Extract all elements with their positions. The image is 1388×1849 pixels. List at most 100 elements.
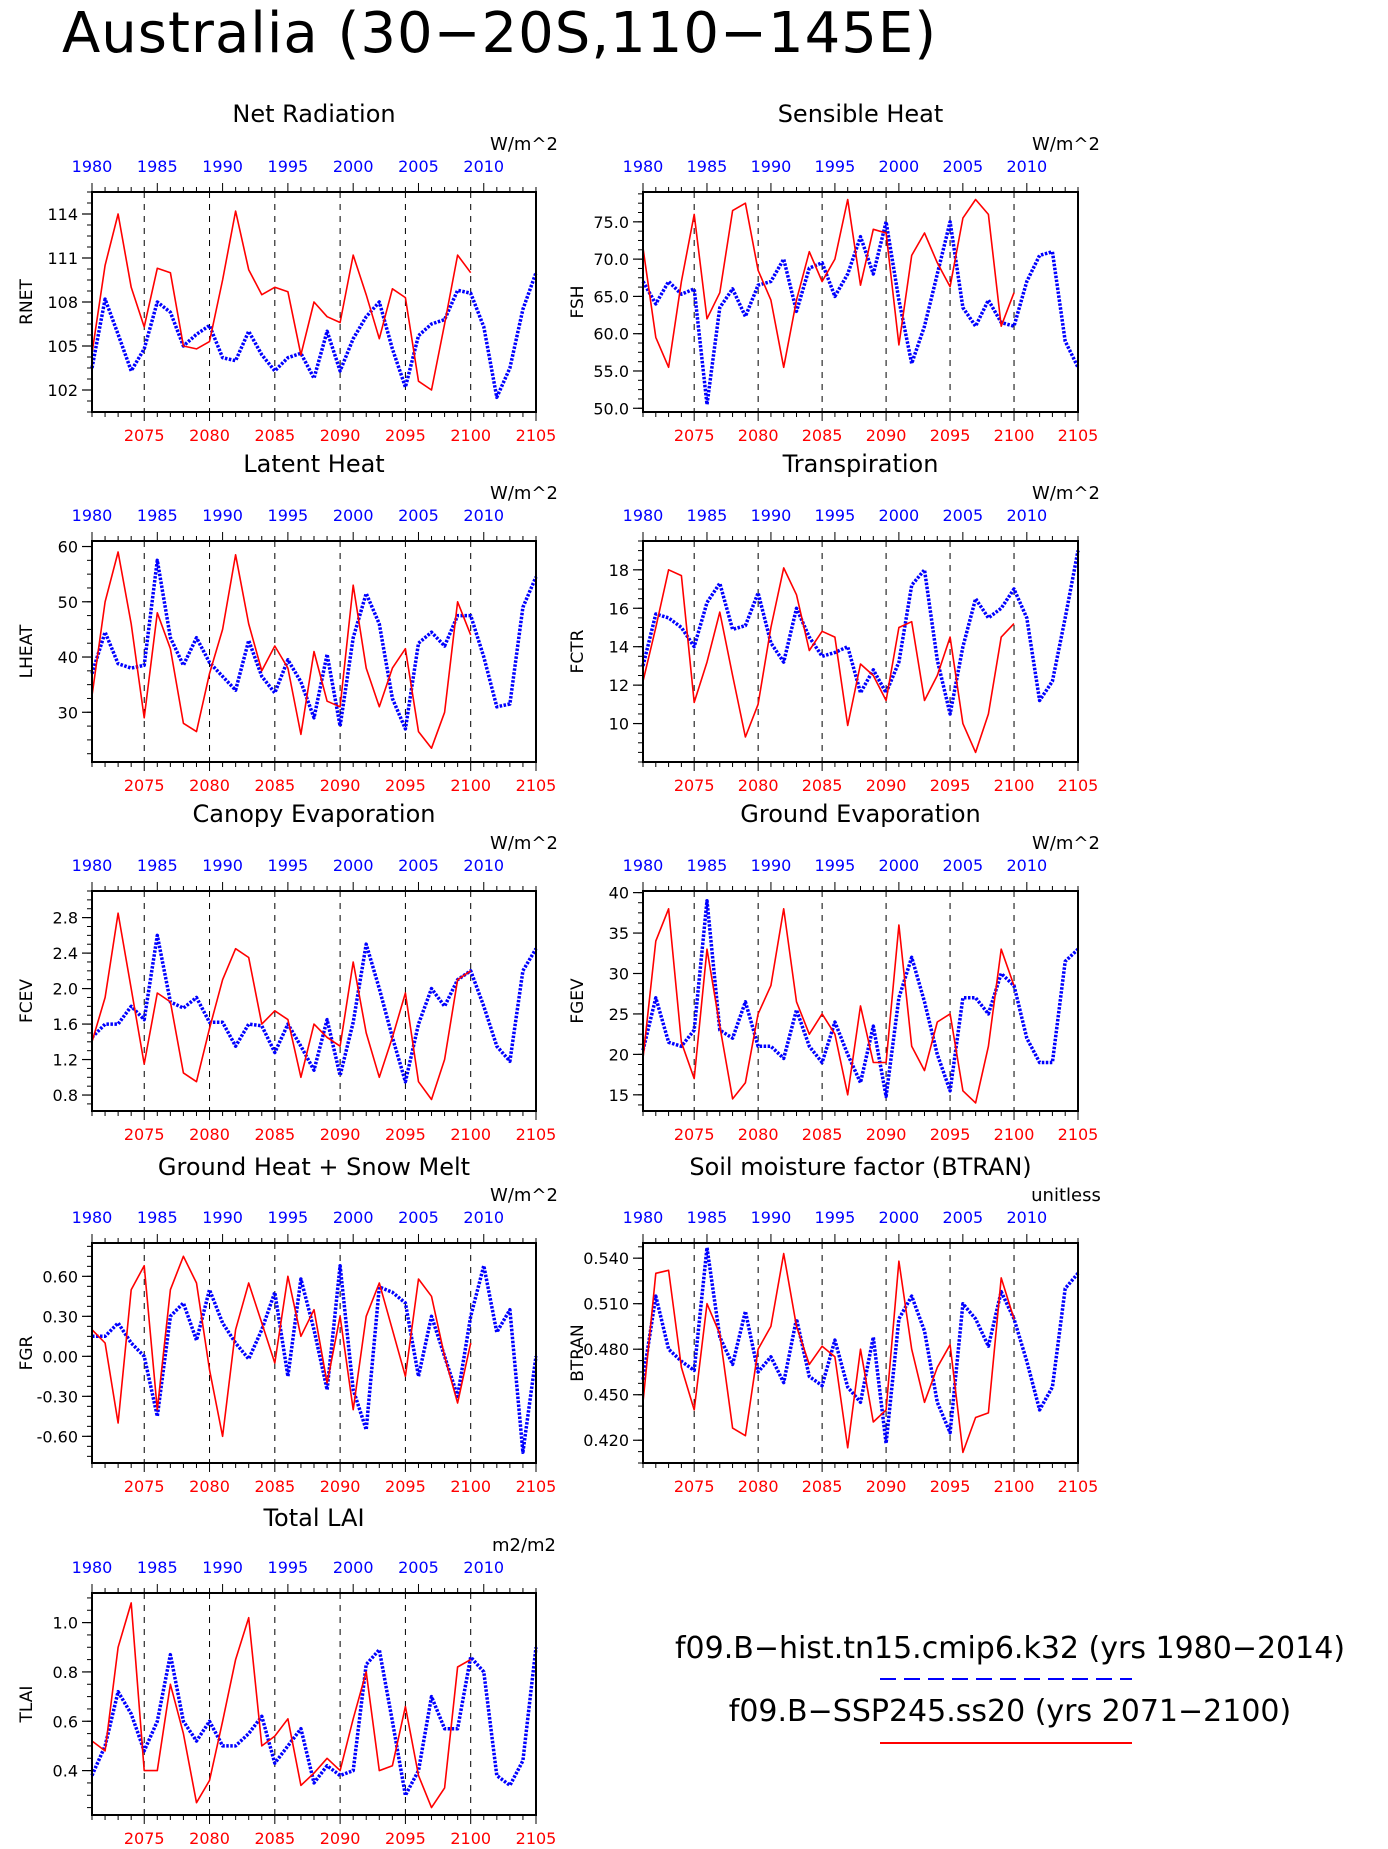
x-tick-label-bottom: 2085 [802,1477,843,1496]
x-tick-label-bottom: 2095 [385,426,426,445]
y-tick-label: 20 [609,1045,629,1064]
x-tick-label-bottom: 2105 [1058,1125,1099,1144]
units-label: unitless [1031,1185,1101,1206]
x-tick-label-top: 1980 [72,506,113,525]
x-tick-label-top: 2000 [879,856,920,875]
y-tick-label: 55.0 [593,362,629,381]
x-tick-label-top: 2005 [398,1208,439,1227]
x-tick-label-bottom: 2090 [866,426,907,445]
x-tick-label-bottom: 2095 [385,1829,426,1848]
x-tick-label-bottom: 2075 [124,1829,165,1848]
figure-title: Australia (30−20S,110−145E) [62,1,937,66]
x-tick-label-bottom: 2085 [802,776,843,795]
x-tick-label-top: 1980 [623,1208,664,1227]
y-tick-label: 0.8 [53,1086,78,1105]
x-tick-label-top: 2010 [1006,856,1047,875]
units-label: W/m^2 [1032,134,1100,155]
x-tick-label-top: 2005 [942,856,983,875]
x-tick-label-top: 1985 [687,506,728,525]
x-tick-label-bottom: 2080 [738,426,779,445]
panel-title: Net Radiation [232,100,395,128]
x-tick-label-bottom: 2095 [930,1477,971,1496]
y-tick-label: 0.420 [583,1431,629,1450]
chart-panel-2: Sensible Heat W/m^2 2075 2080 2085 2090 2095 21… [568,100,1100,445]
y-tick-label: 30 [58,703,78,722]
series-line-hist [90,933,538,1084]
series-line-future [91,912,472,1101]
y-tick-label: 0.60 [42,1267,78,1286]
y-axis-label: TLAI [17,1686,37,1724]
x-tick-label-bottom: 2080 [189,1125,230,1144]
chart-panel-1: Net Radiation W/m^2 2075 2080 2085 2090 2095 21… [17,100,558,445]
x-tick-label-top: 1985 [687,1208,728,1227]
y-tick-label: 50.0 [593,399,629,418]
y-tick-label: 111 [47,249,78,268]
x-tick-label-top: 1980 [623,506,664,525]
x-tick-label-top: 2005 [942,157,983,176]
x-tick-label-bottom: 2080 [738,776,779,795]
x-tick-label-bottom: 2095 [930,1125,971,1144]
x-tick-label-bottom: 2085 [254,1829,295,1848]
x-tick-label-top: 1995 [268,1208,309,1227]
x-tick-label-bottom: 2090 [320,1477,361,1496]
y-tick-label: 14 [609,638,629,657]
y-tick-label: 102 [47,381,78,400]
series-line-hist [641,1245,1080,1446]
chart-panel-4: Transpiration W/m^2 2075 2080 2085 2090 2095 21… [568,450,1100,795]
y-tick-label: 0.00 [42,1347,78,1366]
plot-frame [642,540,1079,763]
y-tick-label: 2.0 [53,980,78,999]
x-tick-label-bottom: 2075 [674,776,715,795]
series-line-future [91,551,472,750]
y-tick-label: 18 [609,561,629,580]
plot-frame [642,191,1079,413]
series-line-future [642,907,1015,1104]
x-tick-label-bottom: 2105 [1058,1477,1099,1496]
x-tick-label-bottom: 2075 [124,776,165,795]
series-line-hist [92,1263,538,1455]
y-tick-label: 0.480 [583,1340,629,1359]
x-tick-label-bottom: 2090 [866,1125,907,1144]
y-tick-label: 0.30 [42,1307,78,1326]
plot-frame [91,191,537,413]
x-tick-label-top: 1995 [268,157,309,176]
x-tick-label-top: 2010 [463,506,504,525]
x-tick-label-bottom: 2080 [738,1477,779,1496]
x-tick-label-bottom: 2100 [450,1829,491,1848]
x-tick-label-bottom: 2090 [866,776,907,795]
x-tick-label-bottom: 2095 [930,776,971,795]
panel-title: Sensible Heat [778,100,944,128]
y-axis-label: LHEAT [17,624,37,678]
x-tick-label-bottom: 2090 [866,1477,907,1496]
y-tick-label: 1.2 [53,1051,78,1070]
x-tick-label-top: 2005 [398,1558,439,1577]
plot-frame [91,540,537,763]
x-tick-label-top: 1980 [72,1558,113,1577]
x-tick-label-bottom: 2080 [189,1829,230,1848]
y-tick-label: 40 [609,884,629,903]
series-line-hist [90,272,538,400]
y-tick-label: 12 [609,676,629,695]
x-tick-label-top: 2010 [463,856,504,875]
y-tick-label: 105 [47,337,78,356]
units-label: W/m^2 [490,1185,558,1206]
x-tick-label-top: 1995 [268,1558,309,1577]
x-tick-label-top: 1980 [72,856,113,875]
plot-frame [91,1242,537,1464]
x-tick-label-top: 1985 [137,506,178,525]
panel-title: Ground Evaporation [740,800,980,828]
y-axis-label: BTRAN [568,1324,588,1382]
y-tick-label: 0.510 [583,1295,629,1314]
series-line-future [642,1252,1015,1454]
plot-frame [642,1242,1079,1464]
x-tick-label-top: 2005 [398,157,439,176]
x-tick-label-top: 2005 [398,856,439,875]
x-tick-label-top: 2010 [1006,1208,1047,1227]
x-tick-label-bottom: 2105 [1058,426,1099,445]
units-label: m2/m2 [492,1535,556,1556]
x-tick-label-top: 2010 [463,157,504,176]
y-tick-label: -0.30 [37,1387,78,1406]
x-tick-label-bottom: 2085 [802,1125,843,1144]
x-tick-label-bottom: 2090 [320,776,361,795]
x-tick-label-bottom: 2085 [254,1125,295,1144]
